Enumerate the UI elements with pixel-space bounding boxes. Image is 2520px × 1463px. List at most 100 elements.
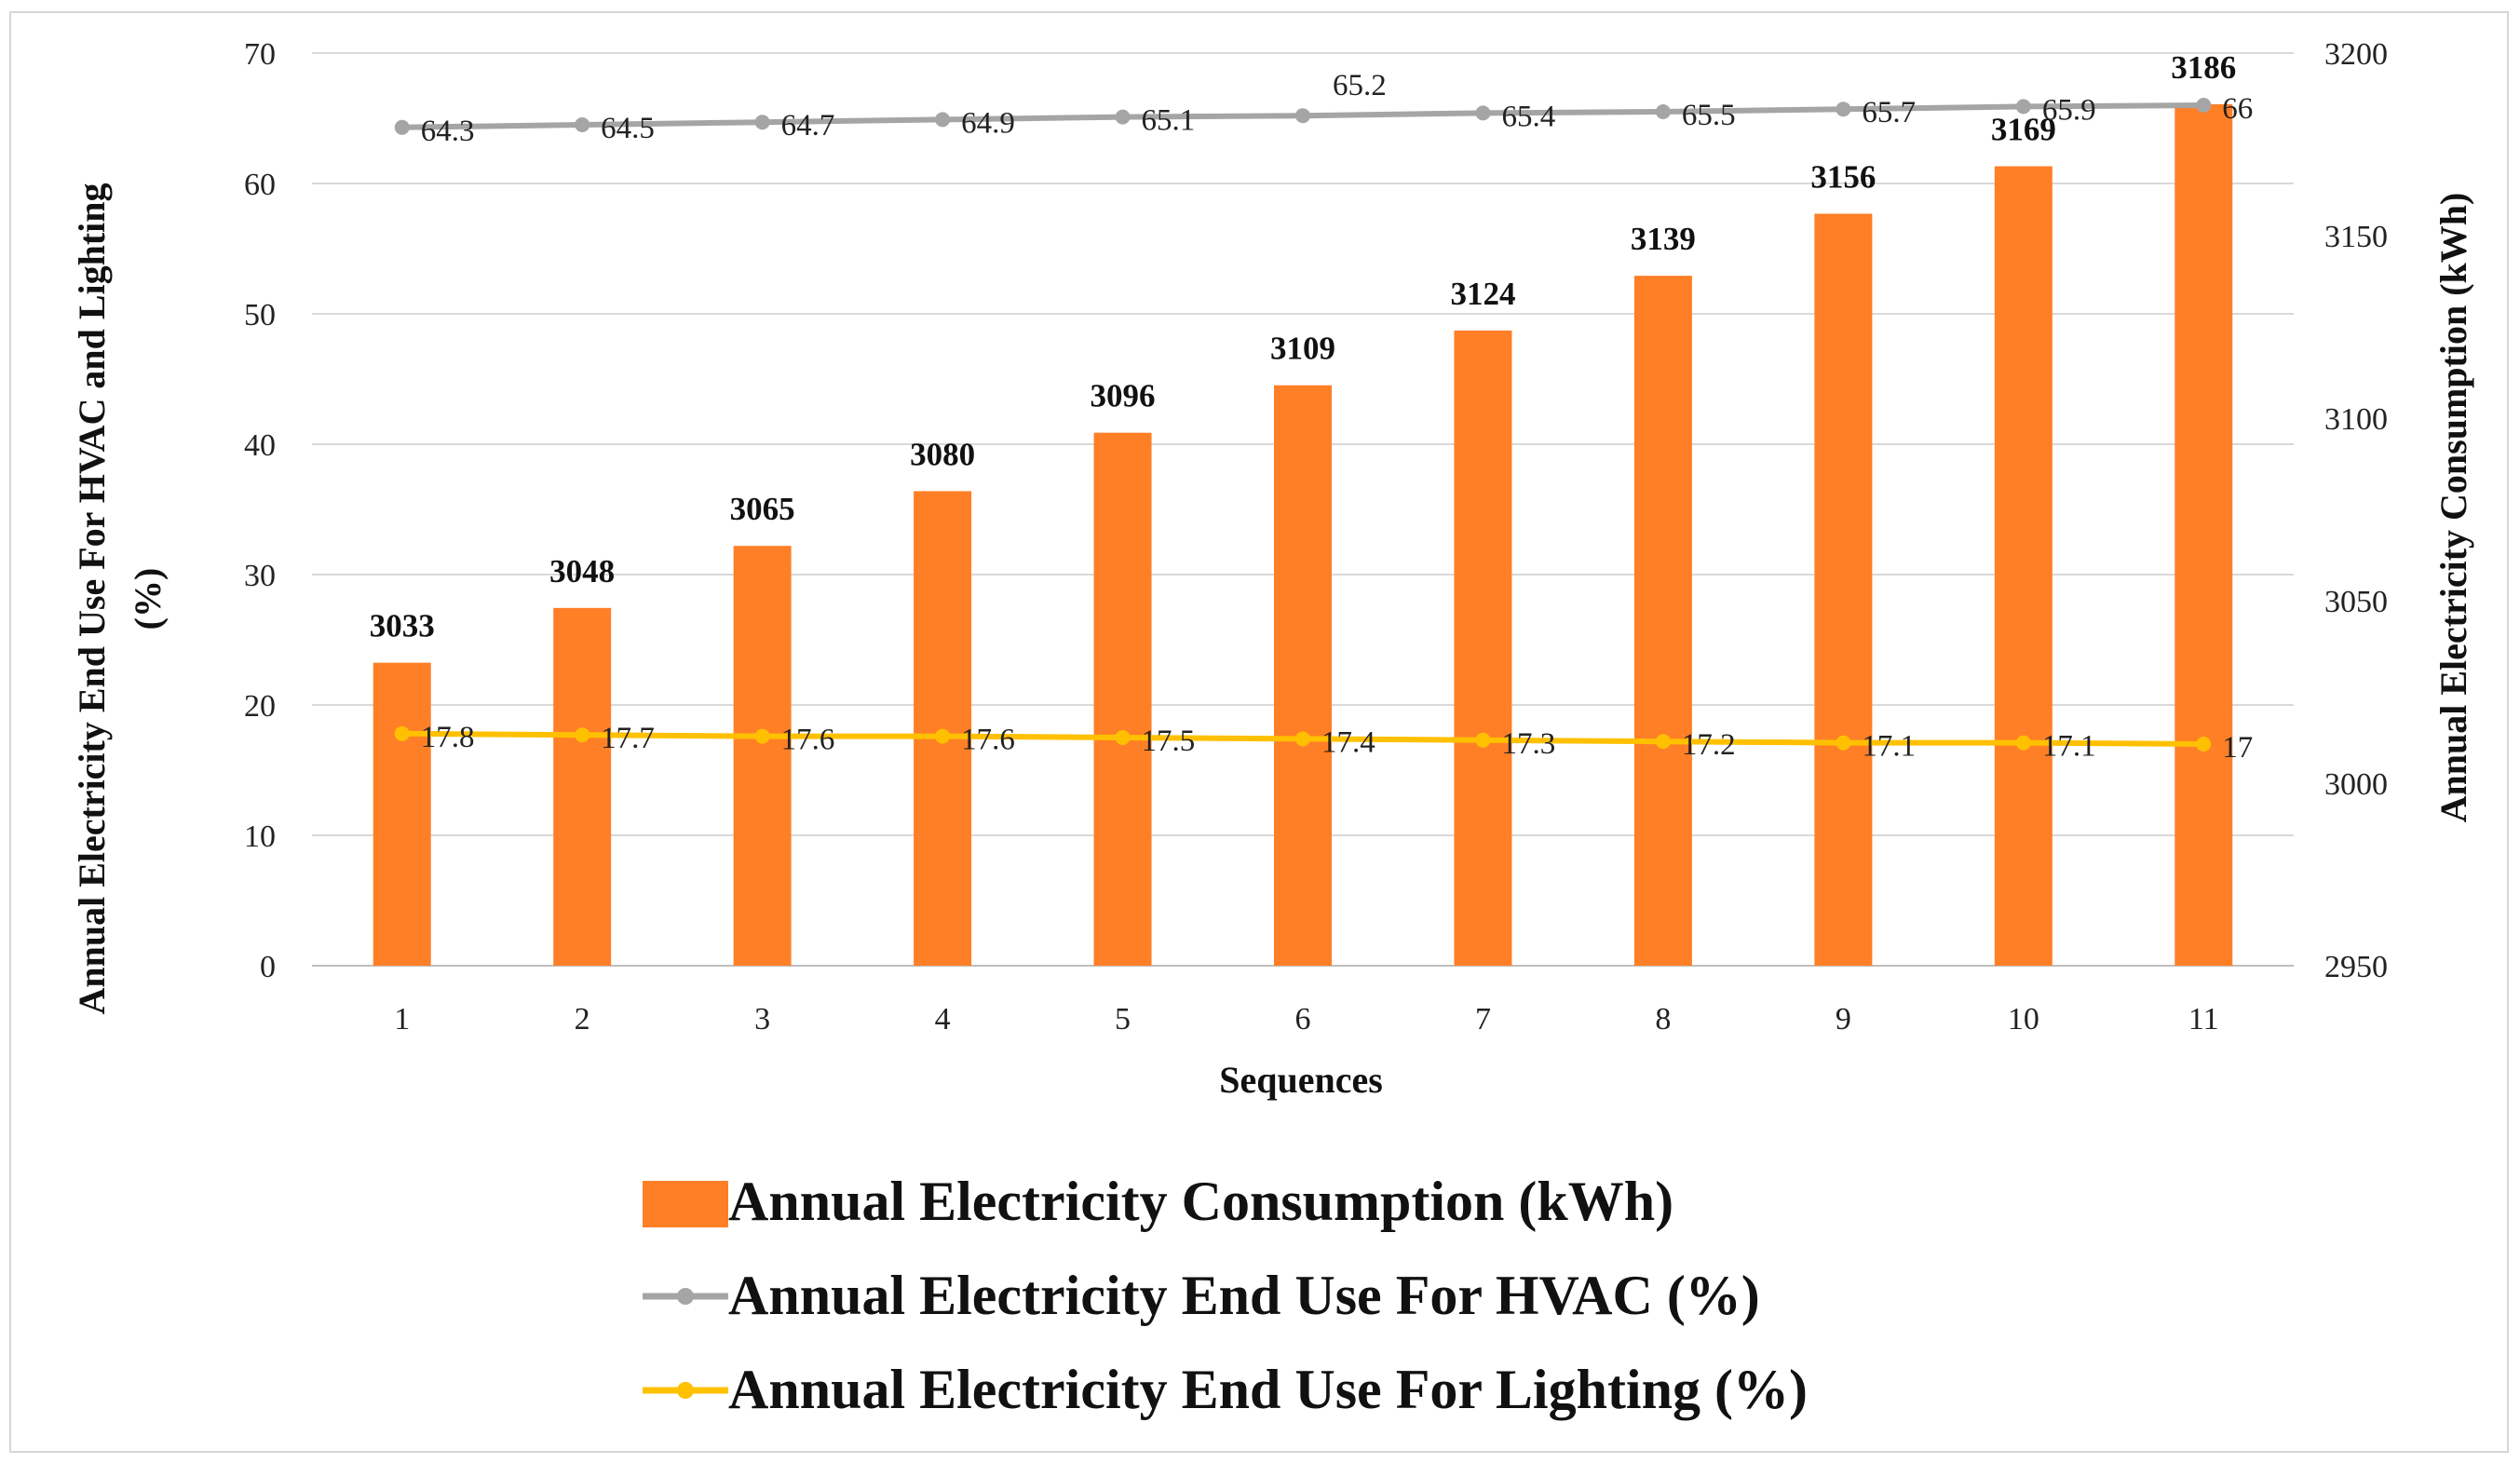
x-tick-10: 10	[2008, 1002, 2039, 1036]
bar-label-11: 3186	[2171, 49, 2236, 86]
hvac-point-3	[754, 115, 770, 130]
bar-7	[1454, 330, 1512, 966]
y-left-tick-0: 0	[260, 950, 276, 984]
bar-8	[1633, 276, 1692, 966]
hvac-label-6: 65.2	[1333, 69, 1387, 102]
hvac-label-4: 64.9	[961, 106, 1015, 140]
bar-3	[733, 546, 792, 966]
data-labels: 3033 3048 3065 3080 3096 3109 3124 3139 3156 3169…	[370, 49, 2254, 765]
x-tick-7: 7	[1475, 1002, 1491, 1036]
legend-swatch-consumption	[643, 1181, 728, 1227]
lighting-point-1	[394, 725, 410, 741]
lighting-label-11: 17	[2222, 731, 2253, 765]
lighting-point-5	[1115, 730, 1131, 745]
lighting-point-11	[2196, 737, 2212, 752]
hvac-point-11	[2196, 98, 2212, 113]
hvac-point-8	[1655, 104, 1671, 119]
hvac-point-5	[1115, 109, 1131, 125]
y-left-tick-40: 40	[244, 428, 276, 463]
lighting-label-8: 17.2	[1682, 728, 1736, 762]
y-right-tick-3100: 3100	[2324, 402, 2388, 437]
y-right-tick-2950: 2950	[2324, 950, 2388, 984]
hvac-label-10: 65.9	[2042, 93, 2096, 127]
legend-swatch-lighting-marker	[677, 1382, 694, 1399]
y-left-tick-20: 20	[244, 689, 276, 724]
lighting-label-7: 17.3	[1501, 727, 1555, 761]
axis-ticks: 0 10 20 30 40 50 60 70 2950 3000 3050 3100 3150 3200 1…	[244, 37, 2388, 1036]
lighting-label-5: 17.5	[1142, 725, 1196, 758]
bar-label-8: 3139	[1631, 221, 1696, 257]
hvac-point-7	[1475, 105, 1491, 121]
bar-label-4: 3080	[910, 436, 975, 472]
y-left-tick-70: 70	[244, 37, 276, 72]
bar-series	[373, 103, 2233, 967]
lighting-point-9	[1836, 735, 1851, 751]
lighting-point-4	[935, 728, 951, 744]
bar-label-2: 3048	[549, 553, 615, 589]
y-axis-right-title: Annual Electricity Consumption (kWh)	[2432, 193, 2474, 823]
x-tick-1: 1	[394, 1002, 410, 1036]
x-tick-6: 6	[1295, 1002, 1311, 1036]
bar-4	[914, 491, 972, 966]
hvac-label-7: 65.4	[1501, 100, 1555, 133]
legend: Annual Electricity Consumption (kWh) Ann…	[643, 1171, 1808, 1420]
y-right-tick-3200: 3200	[2324, 37, 2388, 72]
bar-5	[1093, 432, 1152, 966]
hvac-label-3: 64.7	[781, 109, 835, 142]
x-tick-4: 4	[935, 1002, 951, 1036]
x-tick-3: 3	[754, 1002, 770, 1036]
y-right-tick-3150: 3150	[2324, 220, 2388, 254]
line-series	[394, 98, 2212, 752]
y-left-tick-50: 50	[244, 298, 276, 332]
x-tick-8: 8	[1655, 1002, 1671, 1036]
hvac-label-1: 64.3	[421, 115, 475, 148]
y-axis-left-title: Annual Electricity End Use For HVAC and …	[71, 183, 113, 1014]
y-left-tick-10: 10	[244, 820, 276, 854]
hvac-label-2: 64.5	[601, 112, 655, 145]
bar-label-1: 3033	[370, 608, 435, 644]
lighting-label-1: 17.8	[421, 721, 475, 754]
bar-label-9: 3156	[1810, 158, 1876, 195]
bar-label-7: 3124	[1450, 276, 1515, 312]
lighting-point-3	[754, 728, 770, 744]
y-right-tick-3000: 3000	[2324, 767, 2388, 802]
bar-9	[1814, 213, 1873, 967]
bar-label-3: 3065	[730, 491, 795, 527]
lighting-point-7	[1475, 732, 1491, 748]
legend-label-lighting: Annual Electricity End Use For Lighting …	[728, 1359, 1808, 1420]
hvac-label-5: 65.1	[1142, 104, 1196, 138]
x-axis-title: Sequences	[1219, 1059, 1383, 1101]
hvac-point-4	[935, 112, 951, 128]
lighting-label-2: 17.7	[601, 722, 655, 755]
y-right-tick-3050: 3050	[2324, 585, 2388, 619]
y-left-tick-30: 30	[244, 559, 276, 593]
x-tick-5: 5	[1115, 1002, 1131, 1036]
bar-label-5: 3096	[1091, 378, 1156, 414]
bar-2	[553, 607, 612, 966]
lighting-label-6: 17.4	[1321, 725, 1375, 759]
lighting-point-10	[2015, 735, 2031, 751]
lighting-point-6	[1295, 731, 1310, 747]
hvac-point-10	[2015, 99, 2031, 115]
lighting-label-3: 17.6	[781, 724, 835, 757]
lighting-label-10: 17.1	[2042, 730, 2096, 764]
bar-label-10: 3169	[1991, 112, 2056, 148]
hvac-point-6	[1295, 108, 1310, 124]
bar-1	[373, 662, 431, 966]
x-tick-11: 11	[2188, 1002, 2219, 1036]
bar-label-6: 3109	[1270, 331, 1335, 367]
bar-10	[1994, 166, 2053, 966]
hvac-label-9: 65.7	[1862, 96, 1916, 129]
bar-6	[1274, 385, 1332, 967]
hvac-point-1	[394, 119, 410, 135]
lighting-label-9: 17.1	[1862, 730, 1916, 764]
bar-11	[2175, 103, 2233, 966]
hvac-label-8: 65.5	[1682, 99, 1736, 132]
y-left-tick-60: 60	[244, 168, 276, 202]
legend-label-hvac: Annual Electricity End Use For HVAC (%)	[728, 1265, 1760, 1326]
hvac-point-2	[575, 117, 590, 132]
hvac-label-11: 66	[2222, 92, 2253, 126]
x-tick-2: 2	[575, 1002, 590, 1036]
y-axis-left-title-unit: (%)	[127, 568, 169, 630]
